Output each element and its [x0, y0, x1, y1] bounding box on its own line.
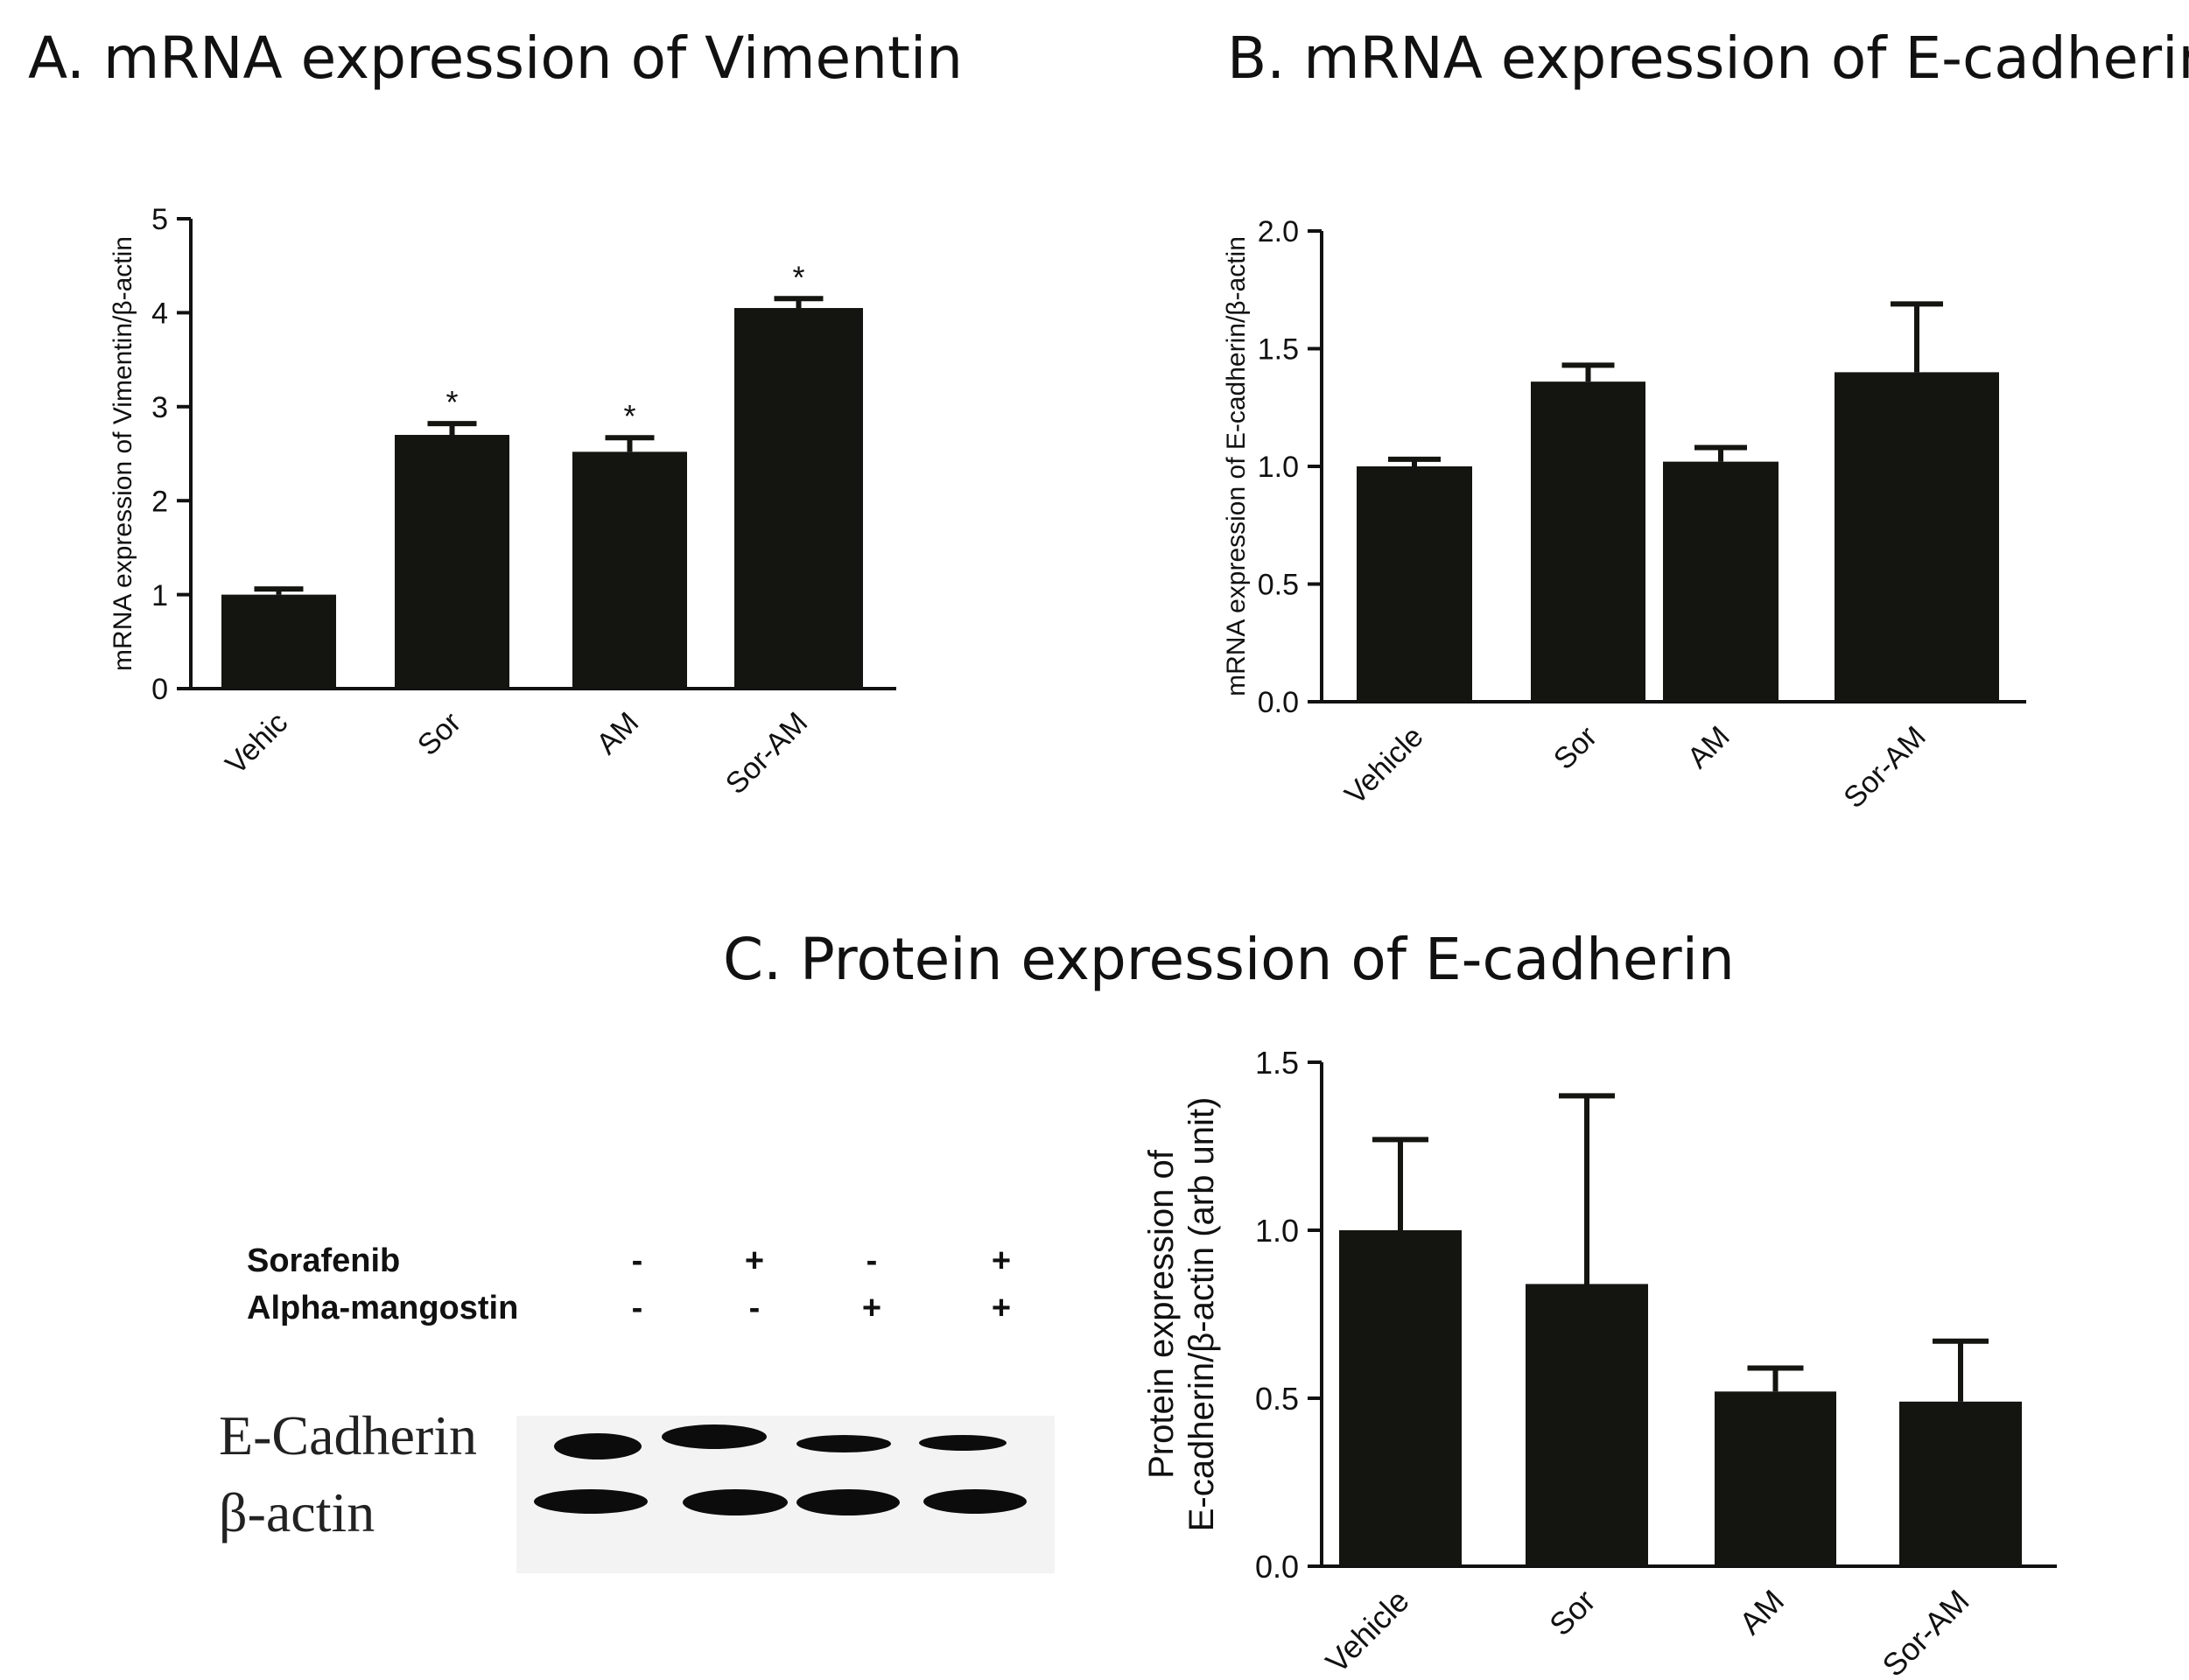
x-tick-label: Sor: [1542, 1583, 1603, 1643]
y-axis-label: Protein expression of E-cadherin/β-actin …: [1142, 1097, 1221, 1532]
wb-sign: -: [866, 1242, 878, 1279]
x-tick-label: Vehicle: [1319, 1583, 1416, 1680]
y-tick-label: 2.0: [1258, 215, 1299, 248]
y-tick-label: 1.5: [1255, 1045, 1299, 1081]
bar: [221, 594, 336, 689]
bar: [1531, 382, 1645, 702]
wb-blot-image: [516, 1416, 1055, 1573]
wb-band: [662, 1424, 767, 1449]
y-tick-label: 0.0: [1255, 1549, 1299, 1585]
y-axis-label-line: E-cadherin/β-actin (arb unit): [1182, 1097, 1221, 1532]
bar: [1339, 1230, 1462, 1566]
bar: [734, 308, 863, 689]
wb-band: [923, 1489, 1027, 1514]
wb-sign: -: [631, 1290, 643, 1326]
wb-row-label-alpha-mangostin: Alpha-mangostin: [247, 1290, 519, 1326]
wb-band: [796, 1435, 891, 1452]
bar: [1663, 461, 1779, 702]
bar: [1526, 1284, 1648, 1566]
significance-star: *: [792, 259, 804, 295]
wb-band: [534, 1489, 648, 1514]
y-axis-label-line: Protein expression of: [1142, 1149, 1181, 1479]
y-tick-label: 1: [151, 579, 168, 612]
wb-sign: +: [744, 1242, 765, 1279]
y-tick-label: 0.5: [1255, 1381, 1299, 1417]
x-tick-label: Sor-AM: [1875, 1583, 1975, 1680]
wb-band-label-ecadherin: E-Cadherin: [219, 1404, 477, 1466]
bar: [1715, 1391, 1836, 1566]
bar: [395, 435, 509, 689]
y-tick-label: 5: [151, 203, 168, 236]
chart-b-title: B. mRNA expression of E-cadherin: [1227, 24, 2189, 92]
y-tick-label: 3: [151, 391, 168, 424]
x-tick-label: AM: [1732, 1583, 1791, 1642]
y-axis-label: mRNA expression of E-cadherin/β-actin: [1222, 236, 1251, 696]
wb-band: [919, 1435, 1007, 1451]
bar: [1835, 372, 1999, 702]
y-tick-label: 0.5: [1258, 569, 1299, 602]
wb-sign: +: [991, 1290, 1012, 1326]
y-tick-label: 0.0: [1258, 686, 1299, 719]
significance-star: *: [446, 384, 458, 420]
chart-a-title: A. mRNA expression of Vimentin: [28, 24, 963, 92]
bar: [1899, 1401, 2022, 1566]
y-tick-label: 0: [151, 673, 168, 706]
y-tick-label: 1.0: [1258, 451, 1299, 484]
wb-band: [796, 1489, 900, 1516]
y-tick-label: 1.5: [1258, 333, 1299, 367]
wb-band-label-beta-actin: β-actin: [219, 1481, 375, 1544]
wb-sign: -: [748, 1290, 761, 1326]
y-tick-label: 4: [151, 298, 168, 331]
wb-sign: -: [631, 1242, 643, 1279]
y-tick-label: 1.0: [1255, 1213, 1299, 1249]
wb-sign: +: [991, 1242, 1012, 1279]
chart-c-title: C. Protein expression of E-cadherin: [723, 926, 1735, 993]
y-axis-label: mRNA expression of Vimentin/β-actin: [109, 236, 137, 671]
wb-band: [554, 1433, 642, 1460]
wb-band: [683, 1489, 788, 1516]
bar: [572, 452, 687, 689]
wb-row-label-sorafenib: Sorafenib: [247, 1242, 401, 1279]
bar: [1357, 466, 1472, 702]
wb-sign: +: [861, 1290, 882, 1326]
significance-star: *: [623, 398, 635, 434]
y-tick-label: 2: [151, 485, 168, 518]
